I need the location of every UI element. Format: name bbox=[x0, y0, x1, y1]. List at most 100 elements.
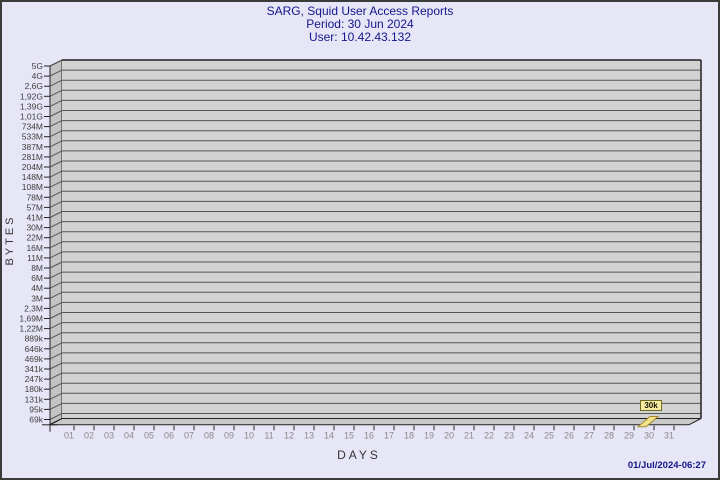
gridline-3d-connector bbox=[49, 382, 63, 390]
x-tick-label: 24 bbox=[524, 430, 534, 440]
y-tick-label: 204M bbox=[22, 162, 43, 172]
x-tick-label: 02 bbox=[84, 430, 94, 440]
y-tick-label: 1,92G bbox=[20, 91, 43, 101]
x-tick-label: 13 bbox=[304, 430, 314, 440]
y-tick-label: 22M bbox=[26, 233, 43, 243]
data-bar bbox=[636, 416, 660, 428]
y-tick-label: 148M bbox=[22, 172, 43, 182]
y-tick-label: 41M bbox=[26, 213, 43, 223]
x-tick-label: 06 bbox=[164, 430, 174, 440]
gridline-3d-connector bbox=[49, 402, 63, 410]
x-tick-label: 16 bbox=[364, 430, 374, 440]
gridline-3d-connector bbox=[49, 99, 63, 107]
gridline-3d-connector bbox=[49, 251, 63, 259]
gridline-3d-connector bbox=[49, 322, 63, 330]
gridline-3d-connector bbox=[49, 150, 63, 158]
gridline-3d-connector bbox=[49, 79, 63, 87]
gridline-3d-connector bbox=[49, 241, 63, 249]
chart-period: Period: 30 Jun 2024 bbox=[306, 17, 414, 31]
x-tick-label: 08 bbox=[204, 430, 214, 440]
gridline-3d-connector bbox=[49, 362, 63, 370]
gridline-3d-connector bbox=[49, 301, 63, 309]
x-tick-label: 28 bbox=[604, 430, 614, 440]
gridline-3d-connector bbox=[49, 261, 63, 269]
y-tick-label: 69k bbox=[29, 415, 43, 425]
gridline-3d-connector bbox=[49, 190, 63, 198]
x-tick-label: 29 bbox=[624, 430, 634, 440]
y-tick-label: 1,01G bbox=[20, 112, 43, 122]
gridline-3d-connector bbox=[49, 413, 63, 420]
gridline-3d-connector bbox=[49, 130, 63, 138]
plot-back-wall bbox=[62, 60, 701, 419]
gridline-3d-connector bbox=[49, 332, 63, 340]
gridline-3d-connector bbox=[49, 342, 63, 350]
gridline-3d-connector bbox=[49, 392, 63, 400]
x-axis-title: DAYS bbox=[337, 448, 381, 462]
gridline-3d-connector bbox=[49, 231, 63, 239]
gridline-3d-connector bbox=[49, 140, 63, 148]
x-tick-label: 10 bbox=[244, 430, 254, 440]
gridline-3d-connector bbox=[49, 160, 63, 168]
y-tick-label: 889k bbox=[25, 334, 44, 344]
y-tick-label: 1,22M bbox=[19, 324, 43, 334]
x-tick-label: 18 bbox=[404, 430, 414, 440]
gridline-3d-connector bbox=[49, 69, 63, 77]
gridline-3d-connector bbox=[49, 110, 63, 117]
x-tick-label: 07 bbox=[184, 430, 194, 440]
y-tick-label: 4M bbox=[31, 283, 43, 293]
gridline-3d-connector bbox=[49, 200, 63, 208]
x-tick-label: 15 bbox=[344, 430, 354, 440]
x-tick-label: 01 bbox=[64, 430, 74, 440]
gridline-3d-connector bbox=[49, 352, 63, 360]
y-tick-label: 131k bbox=[25, 394, 44, 404]
plot-floor bbox=[49, 418, 702, 426]
x-tick-label: 22 bbox=[484, 430, 494, 440]
gridline-3d-connector bbox=[49, 372, 63, 380]
x-tick-label: 21 bbox=[464, 430, 474, 440]
x-tick-label: 31 bbox=[664, 430, 674, 440]
gridline-3d-connector bbox=[49, 291, 63, 299]
y-tick-label: 387M bbox=[22, 142, 43, 152]
y-tick-label: 78M bbox=[26, 192, 43, 202]
x-tick-label: 17 bbox=[384, 430, 394, 440]
y-tick-label: 16M bbox=[26, 243, 43, 253]
gridline-3d-connector bbox=[49, 59, 63, 67]
gridline-3d-connector bbox=[49, 89, 63, 97]
y-tick-label: 4G bbox=[32, 71, 43, 81]
gridline-3d-connector bbox=[49, 180, 63, 188]
x-tick-label: 09 bbox=[224, 430, 234, 440]
y-tick-label: 57M bbox=[26, 202, 43, 212]
y-tick-label: 469k bbox=[25, 354, 44, 364]
y-tick-label: 341k bbox=[25, 364, 44, 374]
x-tick-label: 04 bbox=[124, 430, 134, 440]
y-tick-label: 30M bbox=[26, 223, 43, 233]
y-tick-label: 1,39G bbox=[20, 101, 43, 111]
x-tick-label: 20 bbox=[444, 430, 454, 440]
y-tick-label: 1,69M bbox=[19, 314, 43, 324]
y-tick-label: 180k bbox=[25, 384, 44, 394]
x-tick-label: 11 bbox=[264, 430, 273, 440]
x-tick-label: 12 bbox=[284, 430, 294, 440]
gridline-3d-connector bbox=[49, 211, 63, 218]
x-tick-label: 05 bbox=[144, 430, 154, 440]
chart-title: SARG, Squid User Access Reports bbox=[266, 4, 454, 18]
y-tick-label: 3M bbox=[31, 293, 43, 303]
chart-header: SARG, Squid User Access Reports Period: … bbox=[2, 5, 718, 44]
gridline-3d-connector bbox=[49, 281, 63, 289]
x-tick-label: 19 bbox=[424, 430, 434, 440]
x-tick-label: 03 bbox=[104, 430, 114, 440]
x-tick-label: 23 bbox=[504, 430, 514, 440]
y-tick-label: 281M bbox=[22, 152, 43, 162]
generated-timestamp: 01/Jul/2024-06:27 bbox=[627, 460, 706, 471]
x-tick-label: 14 bbox=[324, 430, 334, 440]
y-tick-label: 734M bbox=[22, 122, 43, 132]
y-tick-label: 11M bbox=[27, 253, 43, 263]
y-tick-label: 6M bbox=[31, 273, 43, 283]
y-tick-label: 108M bbox=[22, 182, 43, 192]
gridline-3d-connector bbox=[49, 170, 63, 178]
y-tick-label: 5G bbox=[32, 61, 43, 71]
y-tick-label: 646k bbox=[25, 344, 44, 354]
y-tick-label: 8M bbox=[31, 263, 43, 273]
